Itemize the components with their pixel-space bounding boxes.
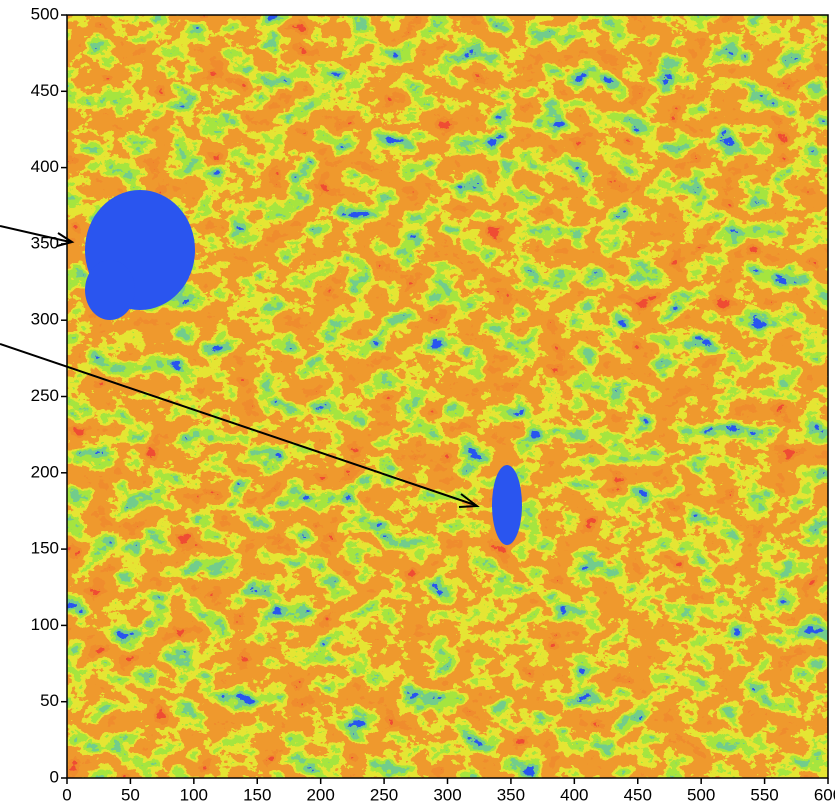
y-tick-label: 300 xyxy=(31,310,59,329)
x-tick-label: 450 xyxy=(624,785,652,804)
lake xyxy=(85,260,135,320)
lake xyxy=(492,465,522,545)
x-tick-label: 500 xyxy=(687,785,715,804)
heatmap-raster xyxy=(67,15,828,778)
x-tick-label: 400 xyxy=(560,785,588,804)
x-tick-label: 150 xyxy=(243,785,271,804)
x-tick-label: 50 xyxy=(121,785,140,804)
y-tick-label: 50 xyxy=(40,691,59,710)
y-tick-label: 200 xyxy=(31,462,59,481)
y-tick-label: 500 xyxy=(31,4,59,23)
y-tick-label: 350 xyxy=(31,233,59,252)
chart: 0 50 100 150 200 250 300 350 400 450 500 550 600 0 50 1… xyxy=(0,0,835,808)
y-tick-label: 150 xyxy=(31,539,59,558)
x-tick-label: 600 xyxy=(814,785,835,804)
y-tick-label: 450 xyxy=(31,81,59,100)
page: 0 50 100 150 200 250 300 350 400 450 500 550 600 0 50 1… xyxy=(0,0,835,808)
x-tick-label: 250 xyxy=(370,785,398,804)
y-tick-label: 0 xyxy=(50,767,59,786)
x-tick-label: 100 xyxy=(180,785,208,804)
x-tick-label: 550 xyxy=(750,785,778,804)
plot-area xyxy=(67,15,828,778)
x-tick-label: 0 xyxy=(62,785,71,804)
y-tick-label: 250 xyxy=(31,386,59,405)
x-tick-label: 200 xyxy=(306,785,334,804)
x-tick-label: 300 xyxy=(433,785,461,804)
y-tick-label: 100 xyxy=(31,615,59,634)
x-tick-label: 350 xyxy=(497,785,525,804)
y-tick-label: 400 xyxy=(31,157,59,176)
